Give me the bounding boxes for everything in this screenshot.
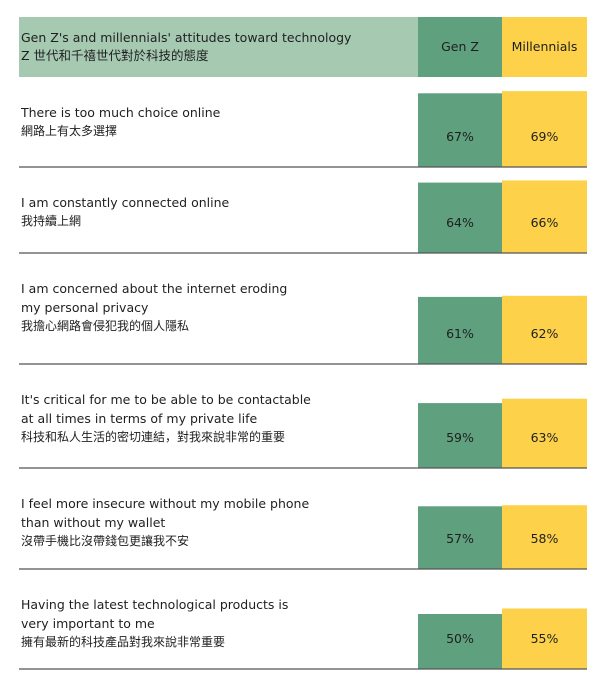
data-label-millennials: 62% bbox=[531, 326, 559, 341]
category-label-zh: 科技和私人生活的密切連結，對我來說非常的重要 bbox=[21, 429, 285, 444]
data-label-genz: 57% bbox=[446, 531, 474, 546]
category-label-en: than without my wallet bbox=[21, 515, 165, 530]
data-label-millennials: 55% bbox=[531, 631, 559, 646]
header-genz-cell bbox=[418, 17, 502, 77]
data-label-millennials: 66% bbox=[531, 215, 559, 230]
data-label-genz: 61% bbox=[446, 326, 474, 341]
category-label-en: There is too much choice online bbox=[20, 105, 221, 120]
category-label-zh: 我持續上網 bbox=[21, 213, 81, 228]
bar-millennials bbox=[502, 91, 587, 167]
data-label-millennials: 63% bbox=[531, 430, 559, 445]
category-label-en: I am concerned about the internet erodin… bbox=[21, 281, 287, 296]
category-label-en: I am constantly connected online bbox=[21, 195, 230, 210]
category-label-zh: 網路上有太多選擇 bbox=[21, 123, 117, 138]
category-label-en: I feel more insecure without my mobile p… bbox=[21, 496, 309, 511]
bar-genz bbox=[418, 614, 502, 669]
data-label-genz: 50% bbox=[446, 631, 474, 646]
bar-genz bbox=[418, 93, 502, 167]
data-label-genz: 64% bbox=[446, 215, 474, 230]
category-label-zh: 我擔心網路會侵犯我的個人隱私 bbox=[21, 318, 189, 333]
chart-title: Gen Z's and millennials' attitudes towar… bbox=[21, 30, 352, 45]
data-label-millennials: 69% bbox=[531, 129, 559, 144]
bar-genz bbox=[418, 296, 502, 364]
data-label-genz: 67% bbox=[446, 129, 474, 144]
legend-millennials: Millennials bbox=[512, 39, 578, 54]
header-millennials-cell bbox=[502, 17, 587, 77]
data-label-genz: 59% bbox=[446, 430, 474, 445]
bar-millennials bbox=[502, 398, 587, 468]
category-label-zh: 沒帶手機比沒帶錢包更讓我不安 bbox=[21, 533, 189, 548]
bar-millennials bbox=[502, 295, 587, 364]
category-label-en: It's critical for me to be able to be co… bbox=[21, 392, 311, 407]
bar-millennials bbox=[502, 608, 587, 669]
header-title-cell bbox=[19, 17, 418, 77]
category-label-en: my personal privacy bbox=[21, 300, 149, 315]
category-label-en: very important to me bbox=[21, 616, 155, 631]
data-label-millennials: 58% bbox=[531, 531, 559, 546]
chart-subtitle: Z 世代和千禧世代對於科技的態度 bbox=[21, 48, 209, 63]
bar-genz bbox=[418, 506, 502, 569]
category-label-en: Having the latest technological products… bbox=[21, 597, 288, 612]
legend-genz: Gen Z bbox=[441, 39, 479, 54]
bar-millennials bbox=[502, 505, 587, 569]
bar-genz bbox=[418, 182, 502, 253]
category-label-zh: 擁有最新的科技產品對我來說非常重要 bbox=[21, 634, 225, 649]
category-label-en: at all times in terms of my private life bbox=[21, 411, 257, 426]
bar-genz bbox=[418, 403, 502, 468]
bar-millennials bbox=[502, 180, 587, 253]
